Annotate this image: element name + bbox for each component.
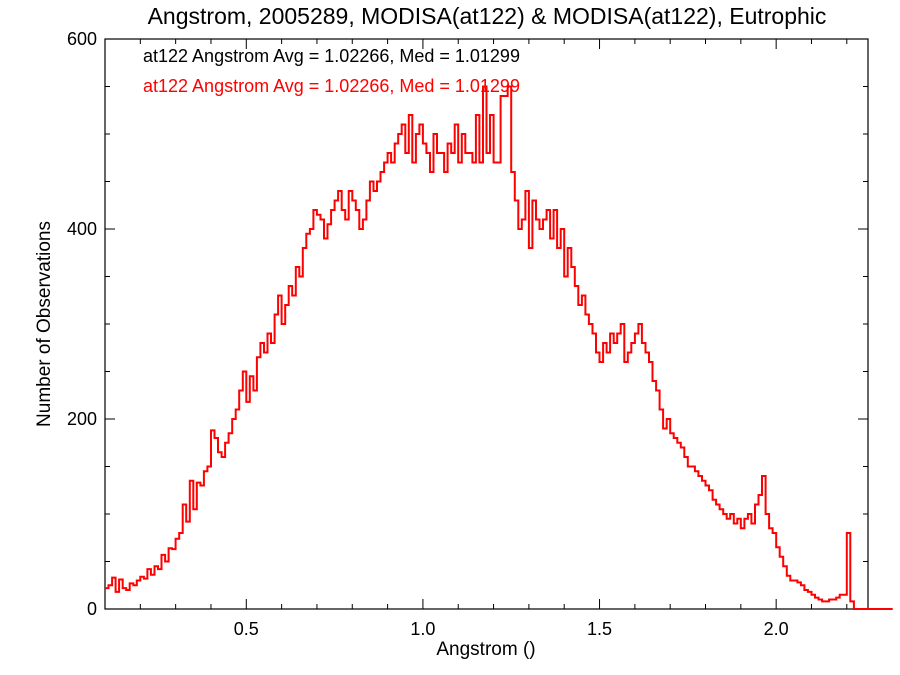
x-tick-label: 0.5 [234,619,259,639]
y-tick-label: 200 [67,409,97,429]
y-axis-ticks: 0 200 400 600 [67,29,868,619]
x-tick-label: 1.5 [587,619,612,639]
legend-entry-red: at122 Angstrom Avg = 1.02266, Med = 1.01… [143,76,520,96]
x-tick-label: 2.0 [764,619,789,639]
x-axis-label: Angstrom () [436,639,535,660]
x-tick-label: 1.0 [410,619,435,639]
y-tick-label: 600 [67,29,97,49]
legend-entry-black: at122 Angstrom Avg = 1.02266, Med = 1.01… [143,46,520,66]
histogram-series-line [105,85,893,610]
x-axis-ticks: 0.5 1.0 1.5 2.0 [139,39,848,639]
chart-title: Angstrom, 2005289, MODISA(at122) & MODIS… [148,3,827,29]
y-axis-label: Number of Observations [34,221,55,427]
y-tick-label: 0 [87,599,97,619]
y-tick-label: 400 [67,219,97,239]
